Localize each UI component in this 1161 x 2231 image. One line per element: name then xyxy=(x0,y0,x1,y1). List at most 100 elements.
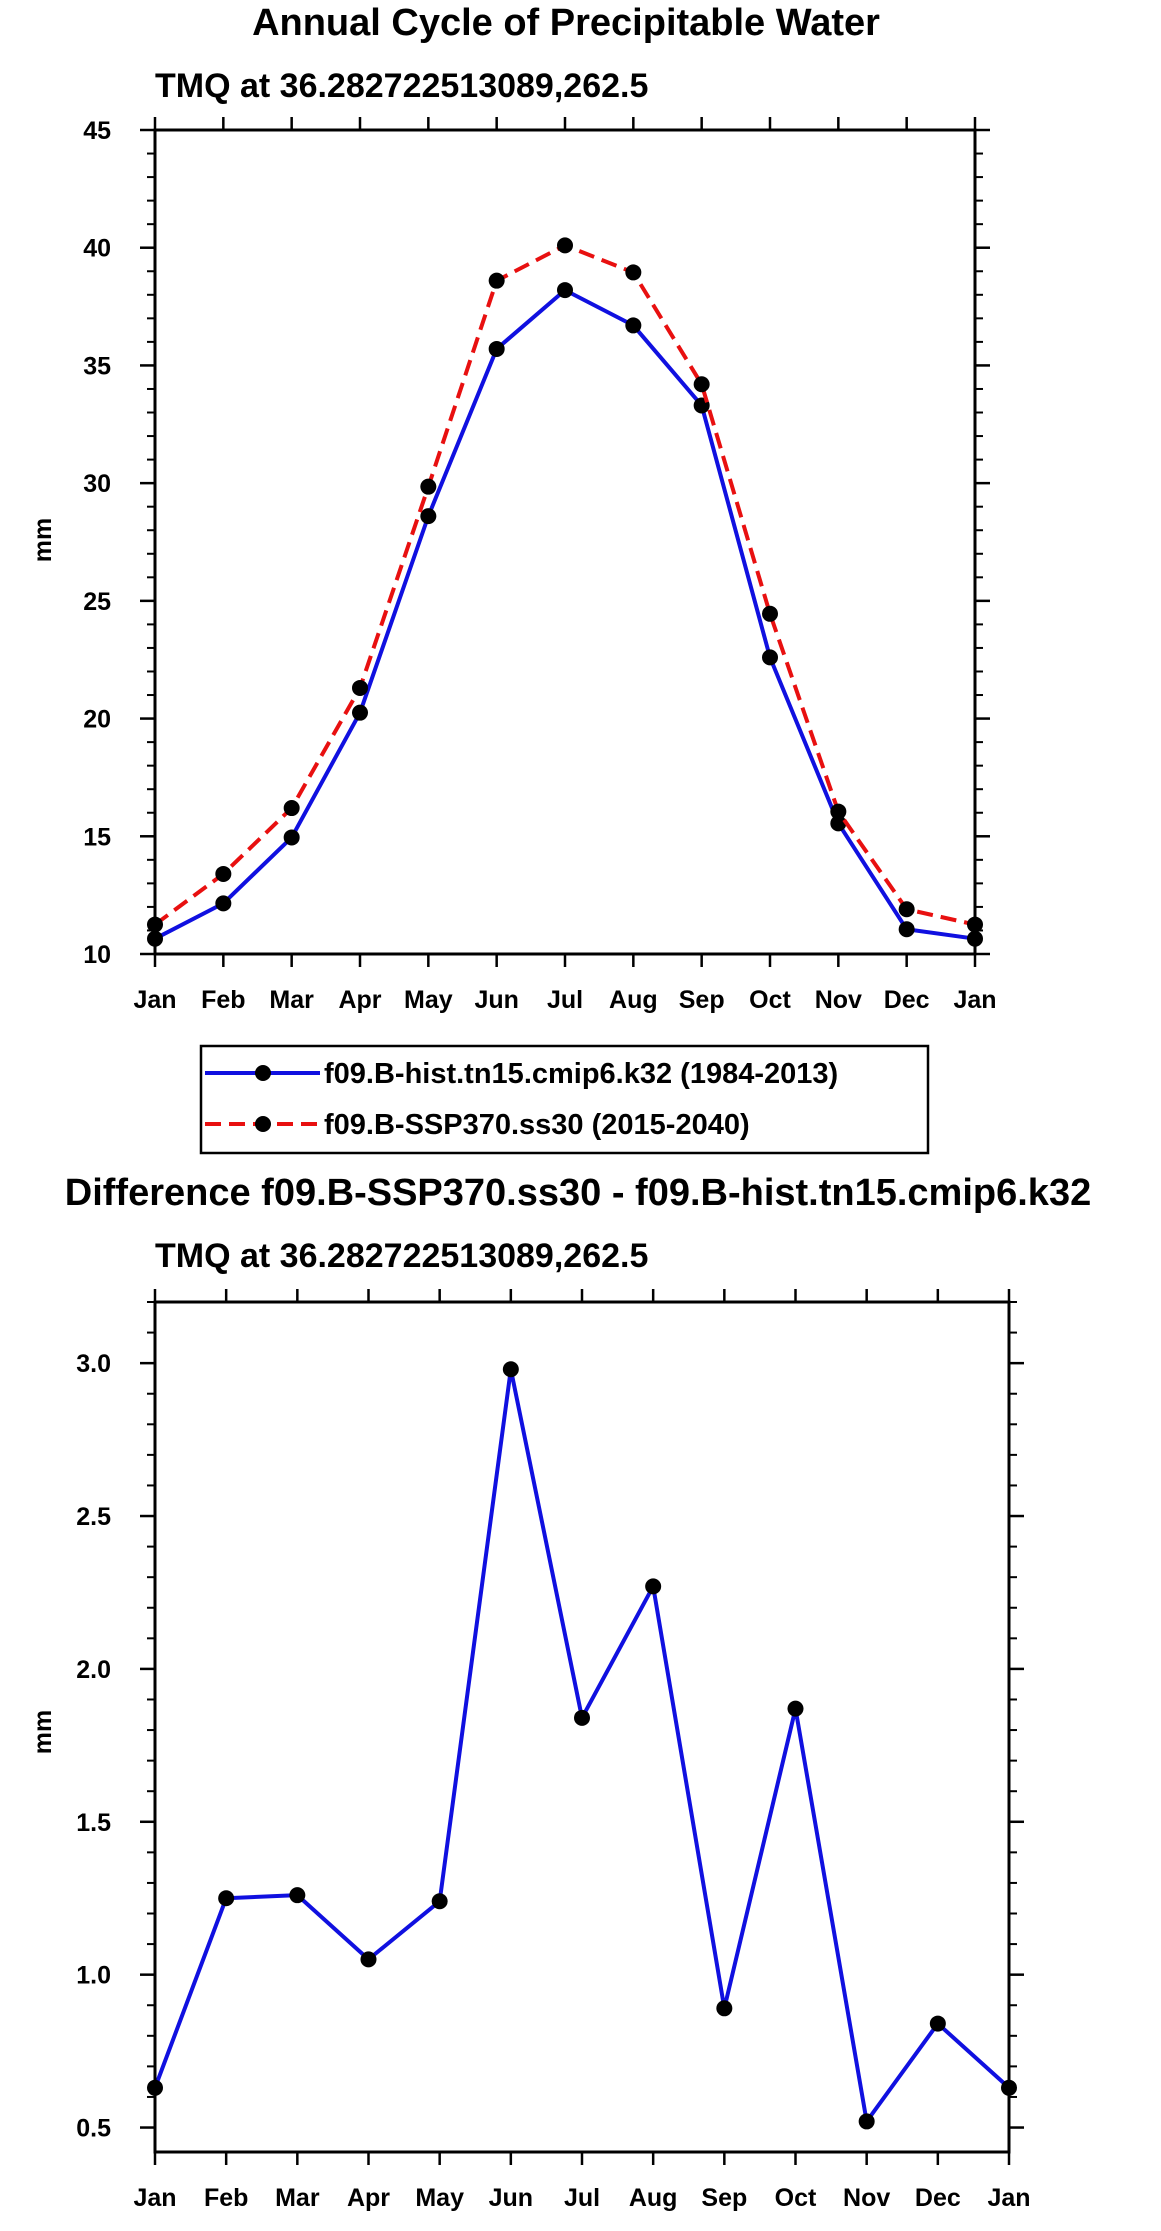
y-tick-label: 25 xyxy=(83,588,111,616)
x-tick-label: Feb xyxy=(201,986,245,1014)
x-tick-label: Feb xyxy=(204,2184,248,2212)
series-point xyxy=(645,1578,662,1595)
x-tick-label: May xyxy=(415,2184,464,2212)
series-point xyxy=(431,1893,448,1910)
y-tick-label: 10 xyxy=(83,941,111,969)
axis-ticks xyxy=(140,117,990,967)
series-point xyxy=(929,2015,946,2032)
y-tick-label: 1.5 xyxy=(76,1809,111,1837)
series-point xyxy=(289,1887,306,1904)
x-tick-labels: Jan Feb Mar Apr May Jun Jul Aug Sep Oct Nov Dec Jan xyxy=(133,986,996,1014)
series-point xyxy=(352,704,368,721)
y-tick-labels: 10 15 20 25 30 35 40 45 xyxy=(83,117,111,969)
legend-entry-ssp370: f09.B-SSP370.ss30 (2015-2040) xyxy=(205,1109,750,1141)
y-axis-title: mm xyxy=(29,1710,57,1754)
x-tick-label: Oct xyxy=(749,986,791,1014)
x-tick-label: Nov xyxy=(815,986,862,1014)
series-point xyxy=(762,649,778,666)
y-tick-label: 2.0 xyxy=(76,1656,111,1684)
series-point xyxy=(830,815,847,832)
chart-subtitle: TMQ at 36.282722513089,262.5 xyxy=(155,1237,648,1275)
x-tick-label: Nov xyxy=(843,2184,890,2212)
series-point xyxy=(215,895,232,912)
series-point xyxy=(215,865,232,882)
series-line xyxy=(154,288,976,941)
x-tick-label: Mar xyxy=(275,2184,320,2212)
x-tick-label: Sep xyxy=(679,986,725,1014)
x-tick-label: Jul xyxy=(564,2184,600,2212)
x-tick-label: Jan xyxy=(953,986,996,1014)
series-point xyxy=(693,376,710,393)
series-point xyxy=(830,803,847,820)
legend: f09.B-hist.tn15.cmip6.k32 (1984-2013) f0… xyxy=(199,1044,930,1155)
y-tick-label: 2.5 xyxy=(76,1503,111,1531)
legend-box xyxy=(199,1044,930,1155)
series-point xyxy=(502,1361,519,1378)
legend-entry-hist: f09.B-hist.tn15.cmip6.k32 (1984-2013) xyxy=(205,1058,838,1090)
plot-frame xyxy=(153,128,977,956)
x-tick-label: Jul xyxy=(547,986,583,1014)
series-point xyxy=(625,264,642,281)
series-point xyxy=(858,2113,875,2130)
series-point xyxy=(360,1951,377,1968)
axis-ticks xyxy=(140,1289,1024,2165)
series-point xyxy=(716,2000,733,2017)
x-tick-label: Oct xyxy=(775,2184,817,2212)
series-point xyxy=(420,508,437,525)
plot-frame xyxy=(153,1300,1011,2154)
x-tick-label: Sep xyxy=(701,2184,747,2212)
series-point xyxy=(898,921,915,938)
chart-title: Difference f09.B-SSP370.ss30 - f09.B-his… xyxy=(65,1172,1091,1214)
series-point xyxy=(625,317,642,334)
x-tick-label: Apr xyxy=(347,2184,390,2212)
y-tick-label: 0.5 xyxy=(76,2115,111,2143)
x-tick-label: Aug xyxy=(629,2184,678,2212)
x-tick-label: Aug xyxy=(609,986,658,1014)
y-tick-label: 20 xyxy=(83,706,111,734)
x-tick-label: Dec xyxy=(884,986,930,1014)
chart-subtitle: TMQ at 36.282722513089,262.5 xyxy=(155,67,648,105)
y-tick-labels: 0.5 1.0 1.5 2.0 2.5 3.0 xyxy=(76,1350,111,2142)
x-tick-label: May xyxy=(404,986,453,1014)
x-tick-label: Dec xyxy=(915,2184,961,2212)
legend-label-hist: f09.B-hist.tn15.cmip6.k32 (1984-2013) xyxy=(324,1058,838,1090)
x-tick-label: Jun xyxy=(489,2184,533,2212)
series-point xyxy=(557,237,573,254)
x-tick-labels: Jan Feb Mar Apr May Jun Jul Aug Sep Oct Nov Dec Jan xyxy=(133,2184,1030,2212)
series-point xyxy=(283,800,300,817)
y-tick-label: 3.0 xyxy=(76,1350,111,1378)
series-layer xyxy=(147,237,983,947)
series-point xyxy=(762,605,778,622)
y-tick-label: 35 xyxy=(83,352,111,380)
difference-chart: Difference f09.B-SSP370.ss30 - f09.B-his… xyxy=(29,1172,1091,2212)
y-tick-label: 15 xyxy=(83,823,111,851)
series-line xyxy=(153,243,976,927)
x-tick-label: Jun xyxy=(474,986,518,1014)
legend-marker-hist xyxy=(255,1065,271,1081)
series-point xyxy=(283,829,300,846)
legend-label-ssp370: f09.B-SSP370.ss30 (2015-2040) xyxy=(324,1109,750,1141)
chart-title: Annual Cycle of Precipitable Water xyxy=(252,2,880,44)
series-point xyxy=(488,340,505,357)
series-line xyxy=(153,1367,1011,2124)
y-tick-label: 30 xyxy=(83,470,111,498)
y-axis-title: mm xyxy=(29,518,57,562)
series-point xyxy=(557,282,573,299)
series-point xyxy=(218,1890,235,1907)
series-point xyxy=(898,901,915,918)
legend-marker-ssp370 xyxy=(255,1116,271,1132)
series-point xyxy=(488,272,505,289)
x-tick-label: Jan xyxy=(987,2184,1030,2212)
y-tick-label: 40 xyxy=(83,235,111,263)
x-tick-label: Jan xyxy=(133,986,176,1014)
series-point xyxy=(574,1709,590,1726)
series-point xyxy=(420,478,437,495)
series-point xyxy=(352,679,368,696)
x-tick-label: Jan xyxy=(133,2184,176,2212)
series-layer xyxy=(147,1361,1017,2130)
x-tick-label: Apr xyxy=(338,986,381,1014)
annual-cycle-chart: Annual Cycle of Precipitable Water TMQ a… xyxy=(29,2,997,1155)
y-tick-label: 45 xyxy=(83,117,111,145)
series-point xyxy=(787,1700,804,1717)
